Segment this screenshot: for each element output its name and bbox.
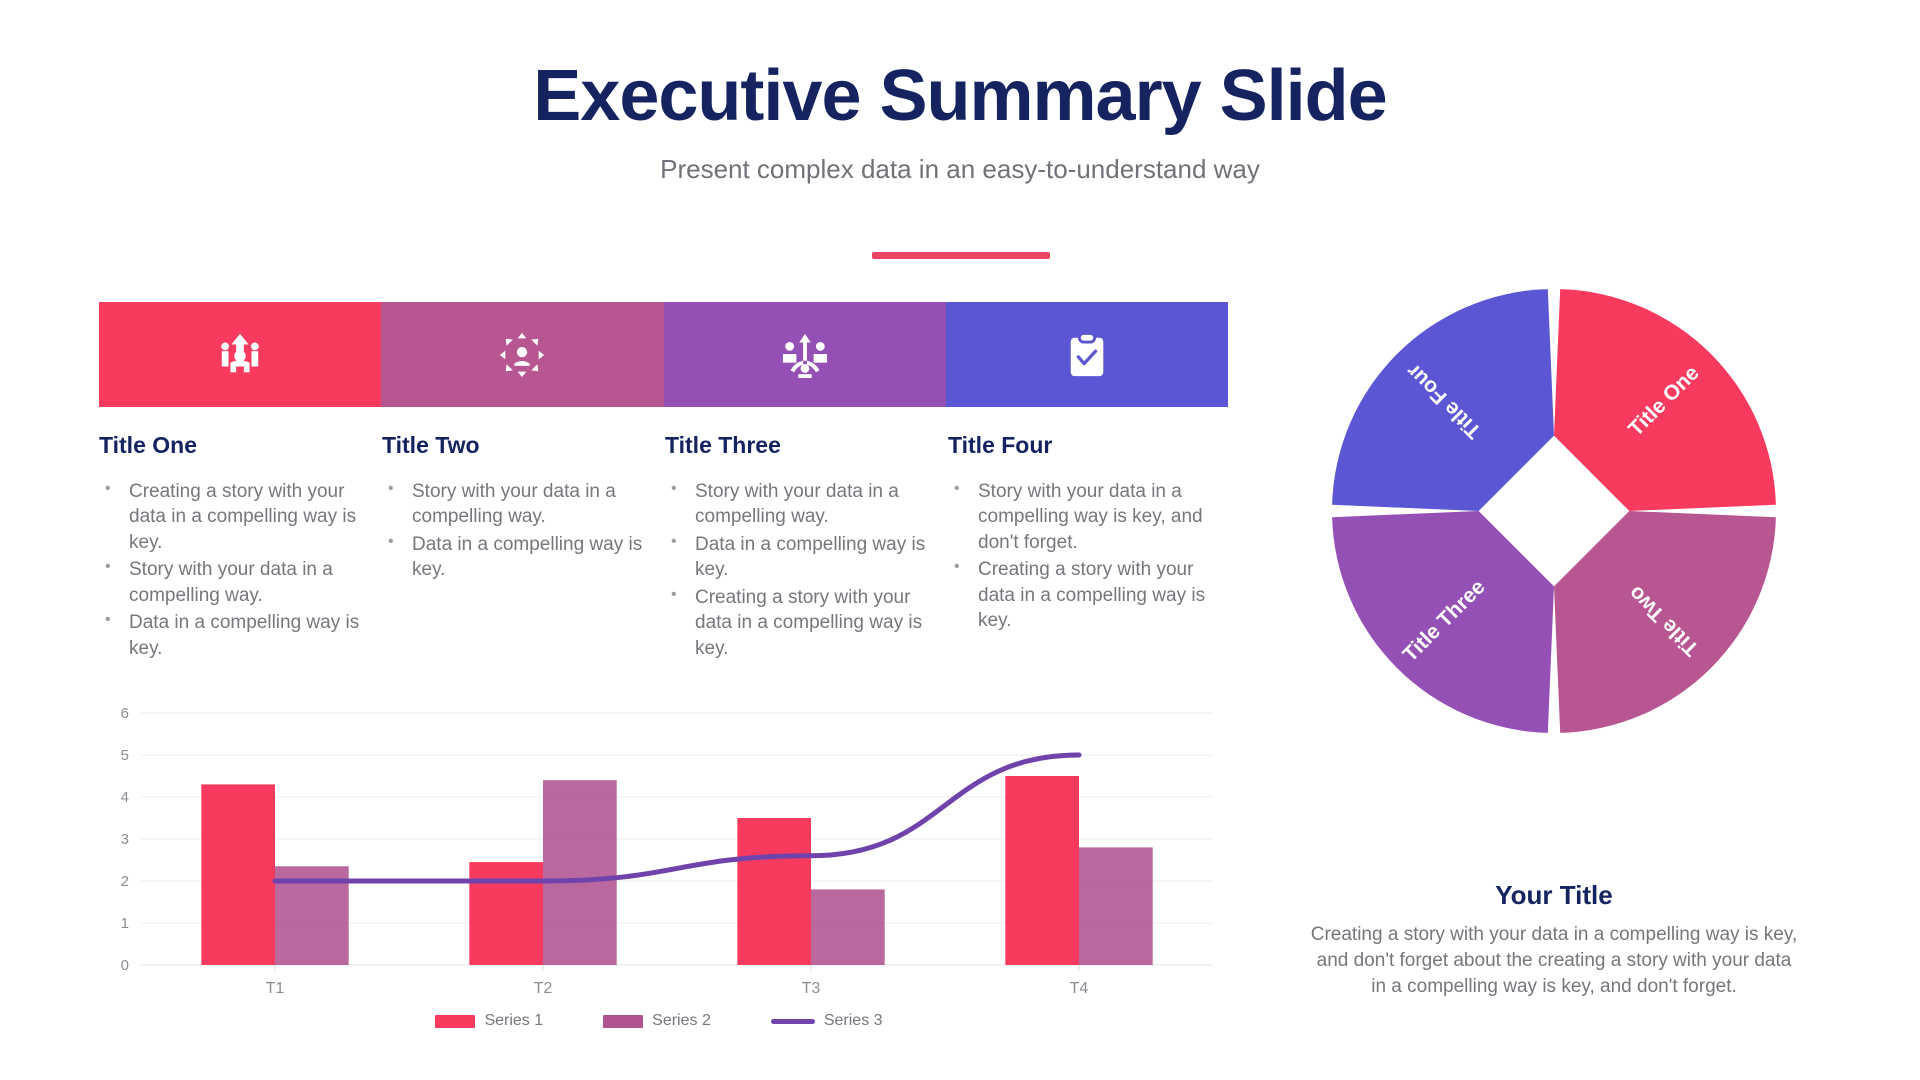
page-title: Executive Summary Slide xyxy=(533,56,1387,136)
icon-cell-three[interactable] xyxy=(663,302,946,407)
list-item: Creating a story with your data in a com… xyxy=(665,584,926,661)
list-item: Creating a story with your data in a com… xyxy=(948,556,1209,633)
y-axis-tick-label: 2 xyxy=(121,873,129,890)
feature-column-two: Title Two Story with your data in a comp… xyxy=(382,432,665,663)
icon-cell-two[interactable] xyxy=(381,302,664,407)
donut-segment[interactable] xyxy=(1332,511,1554,733)
column-title: Title Two xyxy=(382,432,480,458)
team-growth-icon xyxy=(217,332,263,378)
right-panel-title: Your Title xyxy=(1495,880,1613,910)
x-axis-tick-label: T1 xyxy=(266,980,285,997)
chart-bar xyxy=(1079,847,1153,965)
icon-cell-one[interactable] xyxy=(99,302,382,407)
list-item: Data in a compelling way is key. xyxy=(665,531,926,583)
x-axis-tick-label: T4 xyxy=(1070,980,1089,997)
legend-line-swatch xyxy=(770,1018,815,1024)
page-subtitle: Present complex data in an easy-to-under… xyxy=(660,154,1260,184)
donut-segment[interactable] xyxy=(1332,289,1554,511)
chart-line xyxy=(272,752,1082,884)
y-axis-tick-label: 1 xyxy=(121,915,129,932)
chart-bar xyxy=(201,784,275,965)
icon-cell-four[interactable] xyxy=(945,302,1228,407)
slide-header: Executive Summary Slide Present complex … xyxy=(0,60,1920,185)
people-merge-arrow-icon xyxy=(782,332,828,378)
y-axis-tick-label: 5 xyxy=(121,747,129,764)
column-bullet-list: Story with your data in a compelling way… xyxy=(948,478,1209,634)
icon-strip xyxy=(99,302,1228,407)
list-item: Story with your data in a compelling way… xyxy=(382,478,643,530)
person-expand-arrows-icon xyxy=(499,332,545,378)
feature-column-four: Title Four Story with your data in a com… xyxy=(948,432,1231,663)
legend-label: Series 2 xyxy=(652,1012,711,1029)
chart-bar xyxy=(1005,776,1079,965)
list-item: Data in a compelling way is key. xyxy=(382,531,643,583)
x-axis-tick-label: T2 xyxy=(534,980,553,997)
list-item: Story with your data in a compelling way… xyxy=(99,556,360,608)
legend-item-series3[interactable]: Series 3 xyxy=(770,1012,883,1030)
legend-item-series2[interactable]: Series 2 xyxy=(603,1012,711,1030)
chart-bar xyxy=(469,862,543,965)
x-axis-tick-label: T3 xyxy=(802,980,821,997)
chart-bar xyxy=(543,780,617,965)
donut-segment[interactable] xyxy=(1554,289,1776,511)
chart-bar xyxy=(811,889,885,965)
legend-swatch xyxy=(435,1014,476,1028)
accent-divider xyxy=(872,252,1050,259)
y-axis-tick-label: 4 xyxy=(121,789,129,806)
column-bullet-list: Story with your data in a compelling way… xyxy=(382,478,643,583)
list-item: Data in a compelling way is key. xyxy=(99,609,360,661)
column-bullet-list: Creating a story with your data in a com… xyxy=(99,478,360,661)
combo-chart: 0 1 2 3 4 5 6 T1 T2 T3 T4 xyxy=(99,705,1219,1005)
y-axis-tick-label: 3 xyxy=(121,831,129,848)
y-axis-tick-label: 6 xyxy=(121,705,129,722)
feature-column-three: Title Three Story with your data in a co… xyxy=(665,432,948,663)
segmented-donut-chart: Title One Title Two Title Three Title Four xyxy=(1288,287,1820,735)
legend-label: Series 1 xyxy=(484,1012,544,1029)
legend-swatch xyxy=(603,1014,644,1028)
list-item: Story with your data in a compelling way… xyxy=(665,478,926,530)
chart-legend: Series 1 Series 2 Series 3 xyxy=(99,1012,1219,1030)
legend-item-series1[interactable]: Series 1 xyxy=(435,1012,543,1030)
chart-canvas: 0 1 2 3 4 5 6 T1 T2 T3 T4 xyxy=(121,705,1213,997)
legend-label: Series 3 xyxy=(823,1012,883,1029)
feature-columns: Title One Creating a story with your dat… xyxy=(99,432,1289,663)
column-title: Title Four xyxy=(948,432,1053,458)
right-panel-body: Creating a story with your data in a com… xyxy=(1310,924,1798,997)
list-item: Story with your data in a compelling way… xyxy=(948,478,1209,555)
list-item: Creating a story with your data in a com… xyxy=(99,478,360,555)
donut-segment[interactable] xyxy=(1554,511,1776,733)
clipboard-check-icon xyxy=(1066,331,1108,378)
chart-bar xyxy=(737,818,811,965)
column-bullet-list: Story with your data in a compelling way… xyxy=(665,478,926,661)
feature-column-one: Title One Creating a story with your dat… xyxy=(99,432,382,663)
column-title: Title One xyxy=(99,432,197,458)
y-axis-tick-label: 0 xyxy=(121,957,129,974)
column-title: Title Three xyxy=(665,432,781,458)
